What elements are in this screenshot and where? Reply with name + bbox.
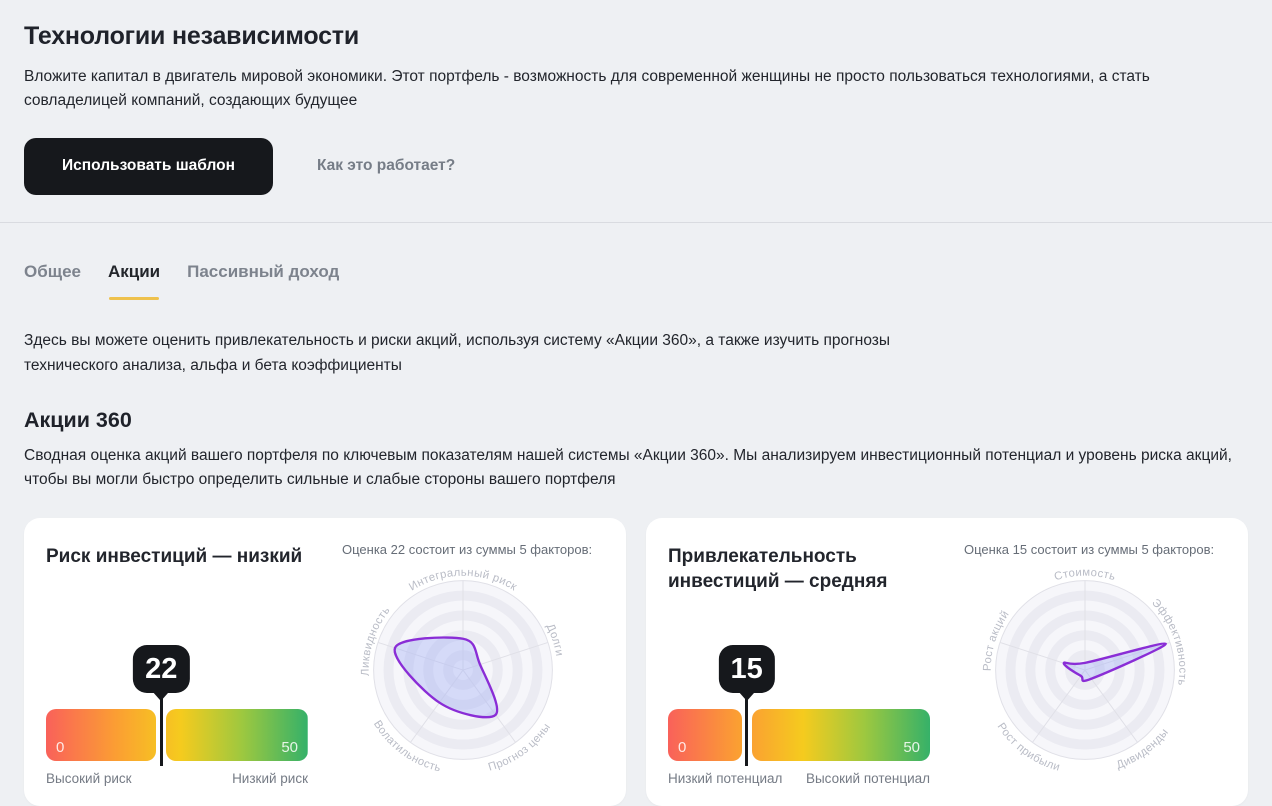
tab-general[interactable]: Общее — [24, 261, 81, 281]
risk-card-title: Риск инвестиций — низкий — [46, 546, 303, 568]
tab-stocks[interactable]: Акции — [107, 261, 161, 300]
gauge-segment-low — [668, 709, 742, 762]
page-title: Технологии независимости — [24, 22, 360, 50]
attractiveness-gauge: 15 0 50 Низкий потенциал Высокий потенци… — [668, 645, 930, 786]
attractiveness-card: Привлекательность инвестиций — средняя 1… — [646, 518, 1248, 806]
svg-text:Стоимость: Стоимость — [1053, 567, 1117, 584]
risk-gauge-bar: 0 50 — [46, 694, 308, 767]
gauge-max-value: 50 — [903, 739, 920, 757]
gauge-max-value: 50 — [281, 739, 298, 757]
attractiveness-card-right: Оценка 15 состоит из суммы 5 факторов: С… — [944, 538, 1226, 786]
attractiveness-card-title: Привлекательность инвестиций — средняя — [668, 546, 888, 593]
how-it-works-link[interactable]: Как это работает? — [316, 157, 456, 175]
attractiveness-score-badge: 15 — [718, 645, 775, 694]
tab-passive-income[interactable]: Пассивный доход — [187, 261, 340, 281]
gauge-min-value: 0 — [56, 739, 65, 757]
gauge-segment-high — [166, 709, 308, 762]
gauge-segment-low — [46, 709, 157, 762]
gauge-high-label: Высокий потенциал — [805, 771, 930, 787]
risk-radar-caption: Оценка 22 состоит из суммы 5 факторов: — [342, 542, 593, 558]
attractiveness-gauge-bar: 0 50 — [668, 694, 930, 767]
risk-card-right: Оценка 22 состоит из суммы 5 факторов: И… — [322, 538, 604, 786]
analytics-cards: Риск инвестиций — низкий 22 0 50 Высокий… — [24, 518, 1248, 806]
gauge-low-label: Высокий риск — [46, 771, 132, 787]
section-title: Акции 360 — [24, 407, 132, 432]
risk-gauge: 22 0 50 Высокий риск Низкий риск — [46, 645, 308, 786]
gauge-marker — [745, 694, 749, 767]
gauge-labels: Низкий потенциал Высокий потенциал — [668, 771, 930, 786]
divider — [0, 221, 1272, 223]
risk-card-left: Риск инвестиций — низкий 22 0 50 Высокий… — [46, 538, 308, 786]
page-description: Вложите капитал в двигатель мировой экон… — [24, 68, 1150, 110]
attractiveness-card-left: Привлекательность инвестиций — средняя 1… — [668, 538, 930, 786]
stocks-intro: Здесь вы можете оценить привлекательност… — [24, 331, 891, 374]
gauge-segment-high — [751, 709, 930, 762]
attractiveness-radar-caption: Оценка 15 состоит из суммы 5 факторов: — [964, 542, 1215, 558]
gauge-min-value: 0 — [678, 739, 687, 757]
gauge-high-label: Низкий риск — [232, 771, 308, 787]
risk-score-badge: 22 — [133, 645, 190, 694]
gauge-marker — [159, 694, 163, 767]
risk-card: Риск инвестиций — низкий 22 0 50 Высокий… — [24, 518, 626, 806]
use-template-button[interactable]: Использовать шаблон — [24, 137, 273, 195]
header-actions: Использовать шаблон Как это работает? — [24, 137, 1248, 195]
section-description: Сводная оценка акций вашего портфеля по … — [24, 446, 1232, 489]
gauge-low-label: Низкий потенциал — [668, 771, 783, 787]
gauge-labels: Высокий риск Низкий риск — [46, 771, 308, 786]
tabs: Общее Акции Пассивный доход — [24, 261, 1248, 300]
